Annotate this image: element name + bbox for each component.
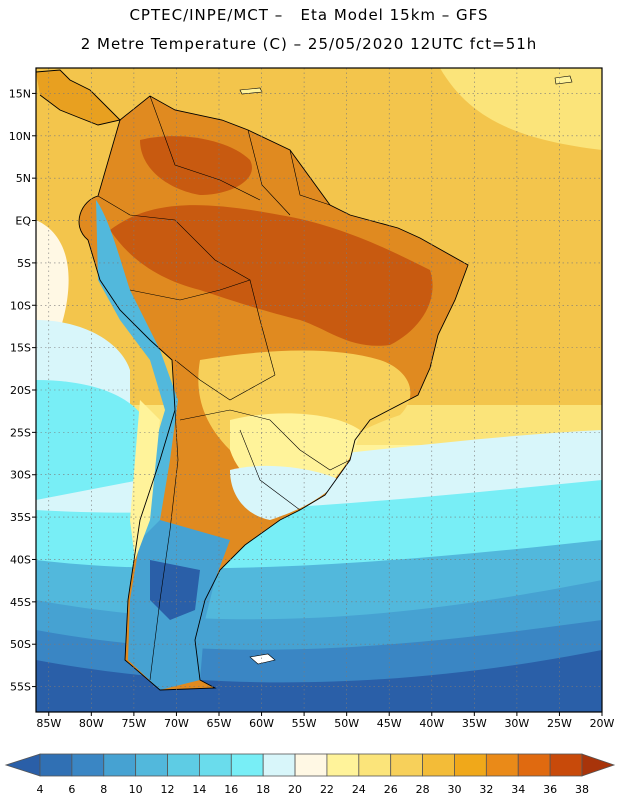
colorbar-label: 30 <box>447 783 461 796</box>
lat-label: 35S <box>10 511 31 524</box>
colorbar-swatch <box>549 753 583 777</box>
chart-title: CPTEC/INPE/MCT – Eta Model 15km – GFS <box>129 6 489 24</box>
lat-label: 5S <box>17 257 31 270</box>
chart-subtitle: 2 Metre Temperature (C) – 25/05/2020 12U… <box>80 35 538 53</box>
lon-label: 85W <box>36 717 61 730</box>
colorbar: 4 6 8 10 12 14 16 18 20 22 24 26 28 30 32 34 36 38 <box>4 753 616 796</box>
colorbar-swatch <box>135 753 168 777</box>
colorbar-label: 8 <box>100 783 107 796</box>
colorbar-swatch <box>390 753 423 777</box>
amazon-hot-core <box>110 205 433 346</box>
lon-label: 55W <box>292 717 317 730</box>
lat-lon-grid <box>36 68 602 712</box>
lat-label: 10N <box>9 130 31 143</box>
colorbar-swatch <box>454 753 487 777</box>
field-north-atlantic <box>440 68 602 150</box>
colorbar-label: 34 <box>511 783 525 796</box>
lat-label: 5N <box>16 172 31 185</box>
central-america-coast <box>36 69 121 126</box>
colorbar-swatch <box>485 753 519 777</box>
colorbar-label: 4 <box>37 783 44 796</box>
colorbar-swatch <box>199 753 232 777</box>
lon-label: 75W <box>121 717 146 730</box>
colorbar-label: 12 <box>161 783 175 796</box>
lat-label: 50S <box>10 638 31 651</box>
colorbar-low-arrow <box>4 753 41 777</box>
lat-label: 15S <box>10 342 31 355</box>
colorbar-label: 28 <box>416 783 430 796</box>
patagonia-cold-core <box>150 560 200 620</box>
lat-label: 10S <box>10 299 31 312</box>
lon-label: 60W <box>249 717 274 730</box>
colorbar-swatch <box>326 753 360 777</box>
lat-label: 30S <box>10 469 31 482</box>
lon-label: 20W <box>590 717 615 730</box>
colorbar-swatch <box>517 753 551 777</box>
central-america <box>36 70 120 125</box>
lon-label: 80W <box>79 717 104 730</box>
colorbar-label: 24 <box>352 783 366 796</box>
lat-label: 15N <box>9 87 31 100</box>
andes-cold-strip <box>96 200 178 560</box>
colorbar-label: 10 <box>129 783 143 796</box>
colorbar-swatch <box>262 753 296 777</box>
colorbar-swatch <box>358 753 392 777</box>
longitude-labels: 85W 80W 75W 70W 65W 60W 55W 50W 45W 40W 35W 30W 25W 2… <box>36 712 615 730</box>
colorbar-swatch <box>294 753 328 777</box>
field-pacific-18 <box>36 380 150 500</box>
lat-label: 25S <box>10 426 31 439</box>
falkland-islands <box>249 653 276 665</box>
lon-label: 50W <box>334 717 359 730</box>
country-borders <box>97 95 351 681</box>
colorbar-swatch <box>71 753 105 777</box>
lat-label: 40S <box>10 553 31 566</box>
colorbar-label: 16 <box>224 783 238 796</box>
lon-label: 40W <box>419 717 444 730</box>
colorbar-label: 32 <box>479 783 493 796</box>
lon-label: 70W <box>164 717 189 730</box>
uruguay-20 <box>230 465 340 520</box>
lat-label: 45S <box>10 596 31 609</box>
colorbar-label: 22 <box>320 783 334 796</box>
colorbar-label: 6 <box>68 783 75 796</box>
north-hot-core <box>140 136 252 195</box>
lon-label: 45W <box>377 717 402 730</box>
coastline <box>78 95 469 691</box>
colorbar-swatch <box>103 753 137 777</box>
lon-label: 30W <box>504 717 529 730</box>
lon-label: 35W <box>462 717 487 730</box>
lon-label: 65W <box>207 717 232 730</box>
colorbar-label: 18 <box>256 783 270 796</box>
field-band-4 <box>36 650 602 712</box>
temperature-field <box>36 68 602 712</box>
colorbar-swatch <box>230 753 264 777</box>
colorbar-high-arrow <box>581 753 616 777</box>
colorbar-label: 20 <box>288 783 302 796</box>
lat-label: EQ <box>15 215 31 228</box>
colorbar-label: 26 <box>384 783 398 796</box>
colorbar-label: 14 <box>192 783 206 796</box>
latitude-labels: 15N 10N 5N EQ 5S 10S 15S 20S 25S 30S 35S 40S 45S 50S 5… <box>9 87 36 694</box>
lat-label: 55S <box>10 681 31 694</box>
lon-label: 25W <box>547 717 572 730</box>
colorbar-swatch <box>39 753 73 777</box>
chile-coastal <box>130 400 160 560</box>
colorbar-swatch <box>422 753 455 777</box>
lat-label: 20S <box>10 384 31 397</box>
colorbar-swatch <box>167 753 200 777</box>
colorbar-label: 36 <box>543 783 557 796</box>
colorbar-label: 38 <box>575 783 589 796</box>
